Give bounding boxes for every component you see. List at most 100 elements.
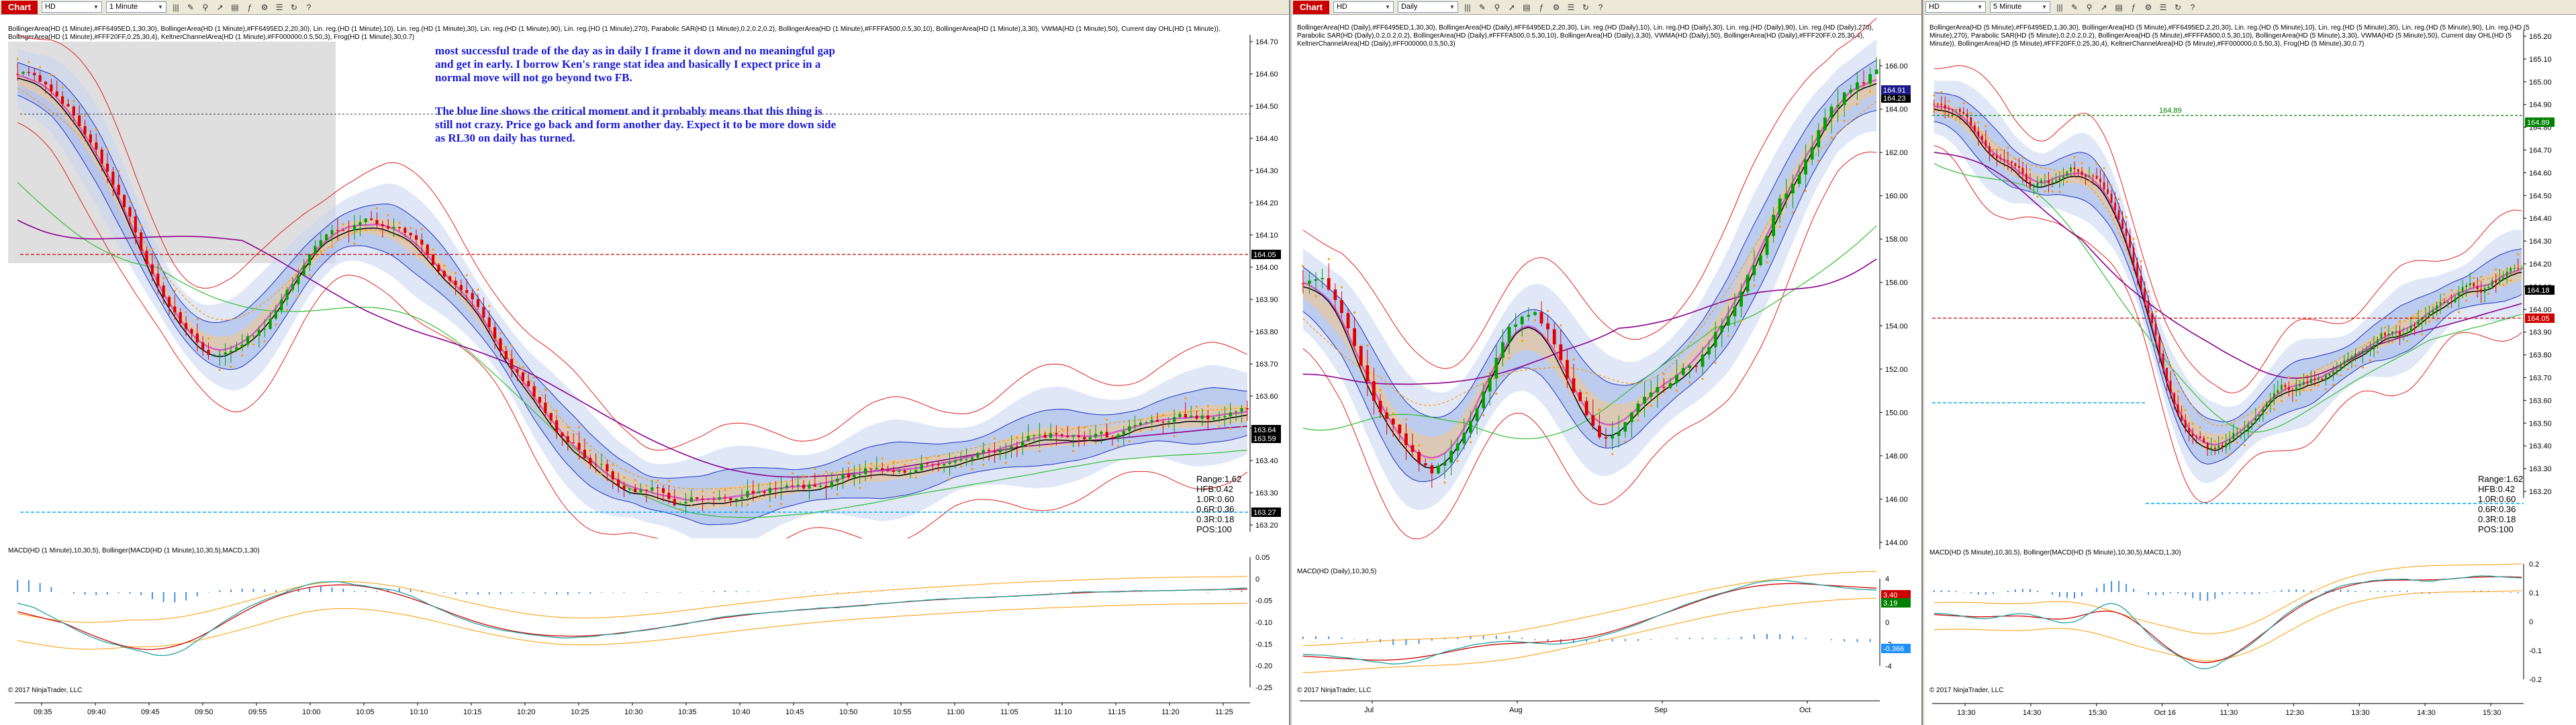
- cursor-icon[interactable]: ➚: [2100, 2, 2108, 12]
- parabolic-sar-dot: [1611, 452, 1614, 455]
- price-chart-5min[interactable]: 165.20165.10165.00164.90164.80164.70164.…: [1924, 15, 2576, 545]
- bar-type-icon[interactable]: |||: [173, 2, 179, 12]
- pencil-icon[interactable]: ✎: [1478, 2, 1486, 12]
- parabolic-sar-dot: [2517, 253, 2520, 256]
- candle-body: [791, 485, 794, 487]
- candle-body: [2099, 179, 2101, 183]
- price-chart-1min[interactable]: 164.70 164.60 164.50 164.40 164.30 164.20 164.…: [0, 15, 1290, 538]
- candle-body: [2014, 162, 2017, 166]
- candle-body: [2310, 379, 2312, 383]
- y-tick-label: 144.00: [1885, 539, 1908, 547]
- y-tick-label: 164.20: [2529, 260, 2552, 269]
- properties-icon[interactable]: ☰: [1567, 2, 1575, 12]
- candle-body: [1552, 329, 1556, 345]
- properties-icon[interactable]: ☰: [275, 2, 283, 12]
- candle-body: [1514, 324, 1517, 327]
- macd-chart-5min[interactable]: 0.2 0.1 0 -0.1 -0.2 13:30 14:30 15:30 Oct 16 11:3…: [1924, 545, 2576, 725]
- candle-body: [920, 463, 923, 471]
- interval-value: 5 Minute: [1993, 3, 2022, 11]
- strategies-icon[interactable]: ⚙: [260, 2, 269, 12]
- parabolic-sar-dot: [1985, 125, 1987, 128]
- candle-body: [21, 72, 25, 74]
- zoom-icon[interactable]: ⚲: [1494, 2, 1500, 12]
- chart-tab[interactable]: Chart: [1, 0, 38, 14]
- y-tick-label: 164.70: [2529, 147, 2552, 155]
- bar-type-icon[interactable]: |||: [1464, 2, 1471, 12]
- macd-chart-1min[interactable]: 0.05 0 -0.05 -0.10 -0.15 -0.20 -0.25 09:35 09:40…: [0, 538, 1290, 725]
- instrument-selector[interactable]: HD ▼: [1333, 1, 1394, 13]
- candle-body: [263, 329, 267, 330]
- indicators-icon[interactable]: ƒ: [2131, 2, 2136, 12]
- y-tick-label: 163.40: [1255, 457, 1278, 465]
- instrument-value: HD: [1929, 3, 1940, 11]
- parabolic-sar-dot: [1955, 116, 1958, 119]
- parabolic-sar-dot: [1830, 136, 1833, 139]
- candle-body: [83, 126, 87, 135]
- properties-icon[interactable]: ☰: [2159, 2, 2167, 12]
- instrument-selector[interactable]: HD ▼: [41, 1, 102, 13]
- price-chart-daily[interactable]: 166.00 164.00 162.00 160.00 158.00 156.00 154.…: [1292, 15, 1923, 565]
- strategies-icon[interactable]: ⚙: [2144, 2, 2152, 12]
- candle-body: [105, 163, 109, 172]
- instrument-selector[interactable]: HD ▼: [1925, 1, 1986, 13]
- refresh-icon[interactable]: ↻: [1582, 2, 1589, 12]
- x-tick-label: 10:20: [517, 708, 536, 716]
- data-box-icon[interactable]: ▤: [2115, 2, 2123, 12]
- zoom-icon[interactable]: ⚲: [202, 2, 209, 12]
- candle-body: [218, 354, 222, 356]
- candle-body: [145, 250, 148, 264]
- cursor-icon[interactable]: ➚: [1508, 2, 1515, 12]
- refresh-icon[interactable]: ↻: [2174, 2, 2182, 12]
- candle-body: [1212, 417, 1215, 420]
- upper-envelope-line: [1934, 65, 2522, 393]
- copyright-notice: © 2017 NinjaTrader, LLC: [8, 687, 83, 694]
- data-box-icon[interactable]: ▤: [1523, 2, 1531, 12]
- y-tick-label: 163.80: [1255, 328, 1278, 336]
- parabolic-sar-dot: [1340, 286, 1343, 289]
- candle-body: [2506, 271, 2508, 278]
- indicators-icon[interactable]: ƒ: [1539, 2, 1544, 12]
- parabolic-sar-dot: [2354, 365, 2357, 367]
- parabolic-sar-dot: [28, 60, 30, 64]
- parabolic-sar-dot: [2405, 340, 2409, 342]
- pencil-icon[interactable]: ✎: [2070, 2, 2079, 12]
- strategies-icon[interactable]: ⚙: [1552, 2, 1560, 12]
- interval-selector[interactable]: Daily ▼: [1397, 1, 1458, 13]
- parabolic-sar-dot: [2413, 316, 2416, 319]
- y-tick-label: 163.90: [1255, 296, 1278, 304]
- candle-body: [1598, 426, 1601, 438]
- refresh-icon[interactable]: ↻: [290, 2, 297, 12]
- zoom-icon[interactable]: ⚲: [2086, 2, 2093, 12]
- candle-body: [1533, 312, 1537, 316]
- parabolic-sar-dot: [1151, 428, 1153, 431]
- interval-selector[interactable]: 1 Minute ▼: [105, 1, 166, 13]
- candle-body: [1229, 412, 1232, 416]
- help-icon[interactable]: ?: [1598, 2, 1603, 12]
- help-icon[interactable]: ?: [306, 2, 312, 12]
- cursor-icon[interactable]: ➚: [216, 2, 224, 12]
- candle-body: [898, 470, 901, 472]
- candle-body: [1423, 463, 1427, 466]
- candle-body: [224, 352, 227, 355]
- candle-body: [1139, 422, 1142, 426]
- interval-selector[interactable]: 5 Minute ▼: [1990, 1, 2050, 13]
- candle-body: [2007, 160, 2009, 162]
- range-stats: Range:1.62 HFB:0.42 1.0R:0.60 0.6R:0.36 …: [2478, 474, 2523, 534]
- parabolic-sar-dot: [2140, 260, 2142, 262]
- indicators-icon[interactable]: ƒ: [247, 2, 252, 12]
- x-tick-label: 09:40: [87, 708, 106, 716]
- candle-body: [1817, 130, 1821, 148]
- bar-type-icon[interactable]: |||: [2056, 2, 2063, 12]
- parabolic-sar-dot: [2103, 167, 2105, 170]
- y-tick-label: 164.40: [1255, 135, 1278, 143]
- pencil-icon[interactable]: ✎: [187, 2, 194, 12]
- chart-tab[interactable]: Chart: [1293, 0, 1329, 14]
- candle-body: [1469, 420, 1472, 433]
- parabolic-sar-dot: [1650, 404, 1652, 407]
- candle-body: [387, 226, 390, 229]
- help-icon[interactable]: ?: [2190, 2, 2195, 12]
- price-marker-label: 3.19: [1883, 599, 1897, 608]
- range-stats: Range:1.62 HFB:0.42 1.0R:0.60 0.6R:0.36 …: [1196, 474, 1241, 534]
- data-box-icon[interactable]: ▤: [231, 2, 239, 12]
